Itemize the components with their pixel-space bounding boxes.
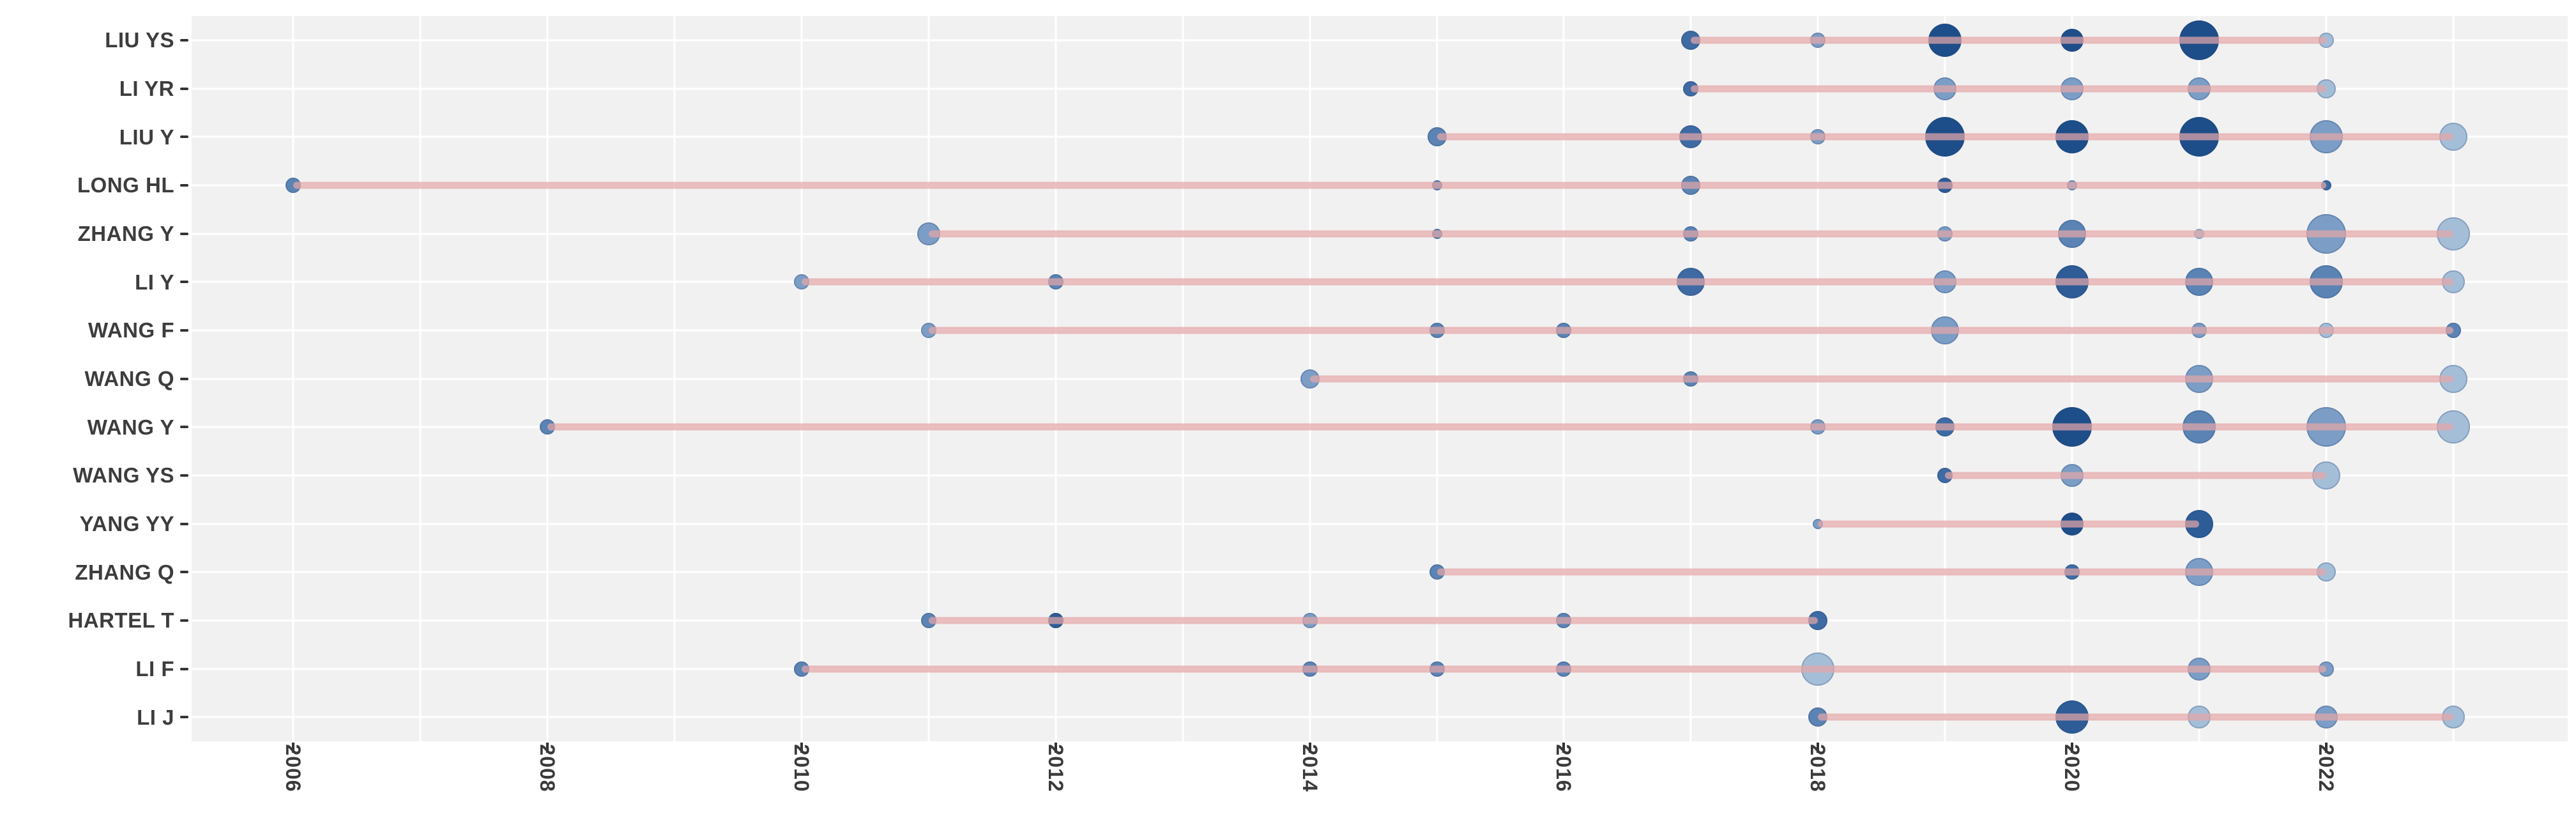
y-axis-tick: [180, 232, 188, 235]
row-gridline: [192, 523, 2568, 525]
author-label: LI J: [137, 705, 174, 729]
row-gridline: [192, 39, 2568, 42]
author-timeline: [547, 423, 2453, 431]
y-axis-tick: [180, 716, 188, 719]
author-timeline: [1818, 713, 2453, 721]
x-axis-tick: [800, 743, 803, 753]
plot-panel: [192, 16, 2568, 741]
row-gridline: [192, 88, 2568, 89]
author-label: LI Y: [135, 270, 174, 294]
author-timeline: [1691, 36, 2327, 44]
author-label: LONG HL: [77, 173, 174, 197]
author-label: ZHANG Q: [75, 560, 174, 584]
x-axis-tick: [1562, 743, 1566, 753]
author-label: WANG Q: [84, 367, 174, 390]
author-timeline: [1691, 85, 2327, 92]
author-label: LIU YS: [105, 28, 174, 52]
author-timeline: [1437, 133, 2453, 141]
author-label: WANG YS: [73, 463, 174, 488]
x-axis-year-label: 2008: [536, 744, 559, 792]
x-axis-tick: [1054, 743, 1057, 753]
author-label: WANG F: [88, 318, 174, 343]
x-axis-year-label: 2020: [2061, 744, 2084, 792]
y-axis-tick: [180, 571, 188, 574]
author-timeline: [801, 665, 2327, 672]
y-axis-tick: [180, 667, 188, 670]
y-axis-tick: [180, 135, 188, 139]
author-label: HARTEL T: [68, 608, 174, 633]
y-axis-tick: [180, 426, 188, 429]
author-timeline: [928, 617, 1818, 624]
row-gridline: [192, 135, 2568, 138]
author-timeline: [1437, 568, 2327, 576]
row-gridline: [192, 474, 2568, 477]
y-axis-tick: [180, 522, 188, 525]
x-axis-tick: [546, 743, 549, 753]
x-axis-tick: [1308, 743, 1311, 753]
author-timeline: [928, 230, 2453, 237]
author-timeline: [928, 327, 2453, 334]
x-axis-year-label: 2016: [1552, 744, 1576, 792]
row-gridline: [192, 571, 2568, 573]
x-axis-year-label: 2014: [1298, 744, 1322, 792]
author-timeline: [1945, 472, 2327, 479]
x-axis-year-label: 2022: [2315, 744, 2338, 792]
x-axis-year-label: 2010: [789, 744, 813, 792]
row-gridline: [192, 716, 2568, 718]
x-axis-year-label: 2012: [1044, 744, 1067, 792]
y-axis-tick: [180, 474, 188, 477]
author-label: LIU Y: [119, 125, 174, 149]
author-timeline: [801, 278, 2453, 286]
author-label: WANG Y: [87, 415, 174, 439]
x-axis-tick: [2325, 743, 2328, 753]
author-label: YANG YY: [79, 512, 174, 536]
y-axis-tick: [180, 377, 188, 380]
x-axis-year-label: 2018: [1806, 744, 1830, 792]
author-label: ZHANG Y: [77, 222, 174, 245]
y-axis-tick: [180, 281, 188, 284]
y-axis-tick: [180, 87, 188, 90]
y-axis-tick: [180, 183, 188, 187]
y-axis-tick: [180, 619, 188, 622]
y-axis-labels: LIU YS LI YR LIU Y LONG HL ZHANG Y LI Y WANG F…: [0, 16, 192, 741]
x-axis: 2006 2008 2010 2012 2014 2016 2018 2020 2022: [192, 741, 2568, 818]
author-label: LI YR: [119, 77, 174, 100]
author-timeline: [1309, 375, 2453, 382]
author-timeline: [1818, 520, 2200, 527]
x-axis-tick: [292, 743, 295, 753]
y-axis-tick: [180, 38, 188, 42]
y-axis-tick: [180, 328, 188, 332]
x-axis-year-label: 2006: [282, 744, 305, 792]
author-timeline: [293, 181, 2327, 189]
x-axis-tick: [1817, 743, 1820, 753]
x-axis-tick: [2071, 743, 2074, 753]
author-label: LI F: [135, 657, 174, 681]
